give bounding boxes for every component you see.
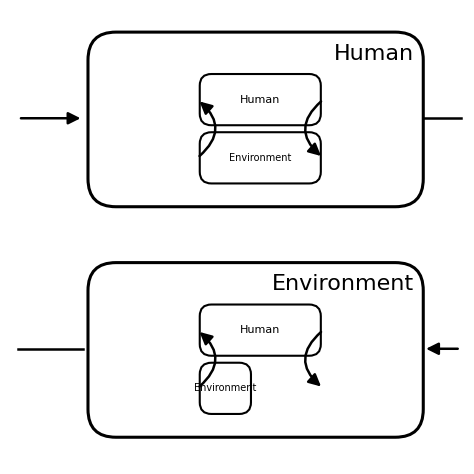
- Text: Environment: Environment: [194, 383, 256, 393]
- FancyBboxPatch shape: [88, 32, 423, 207]
- Text: Human: Human: [240, 95, 281, 105]
- Text: Environment: Environment: [272, 274, 414, 294]
- FancyBboxPatch shape: [200, 304, 321, 356]
- Text: Human: Human: [334, 44, 414, 64]
- FancyBboxPatch shape: [200, 74, 321, 125]
- Text: Human: Human: [240, 325, 281, 335]
- FancyBboxPatch shape: [200, 132, 321, 183]
- Text: Environment: Environment: [229, 153, 292, 163]
- FancyBboxPatch shape: [88, 263, 423, 437]
- FancyBboxPatch shape: [200, 363, 251, 414]
